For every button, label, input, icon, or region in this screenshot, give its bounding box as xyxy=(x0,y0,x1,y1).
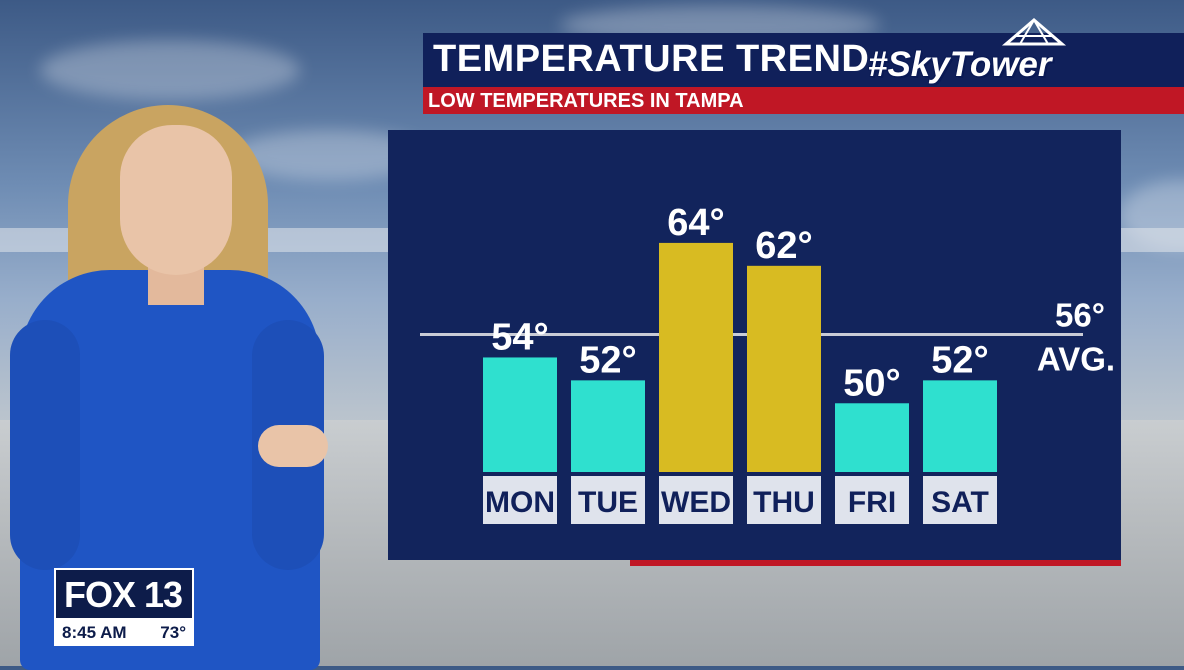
bar-wed xyxy=(659,242,733,472)
value-label-fri: 50° xyxy=(843,362,900,404)
average-value-label: 56° xyxy=(1055,297,1105,334)
presenter xyxy=(0,95,340,670)
day-label-mon: MON xyxy=(485,486,555,519)
cloud xyxy=(40,40,300,100)
current-time: 8:45 AM xyxy=(62,623,127,642)
value-label-tue: 52° xyxy=(579,339,636,381)
bar-tue xyxy=(571,380,645,472)
day-tile-mon xyxy=(483,476,557,524)
bar-chart: 56° AVG. 54° MON 52° TUE 64° WED 62° THU 50° FRI 52°… xyxy=(420,202,1115,524)
skytower-brand: #SkyTower xyxy=(868,45,1052,84)
chart-panel-accent xyxy=(630,560,1121,566)
day-label-thu: THU xyxy=(753,486,815,519)
day-label-tue: TUE xyxy=(578,486,638,519)
bar-fri xyxy=(835,403,909,472)
title-bar xyxy=(423,33,1184,87)
chart-subtitle: LOW TEMPERATURES IN TAMPA xyxy=(428,90,744,112)
value-label-thu: 62° xyxy=(755,225,812,267)
value-label-mon: 54° xyxy=(491,316,548,358)
station-bug: FOX 13 8:45 AM 73° xyxy=(54,568,194,646)
presenter-arm-left xyxy=(10,320,80,570)
day-label-sat: SAT xyxy=(931,486,989,519)
average-label: AVG. xyxy=(1037,341,1115,378)
chart-title: TEMPERATURE TREND xyxy=(433,38,870,80)
presenter-hand xyxy=(258,425,328,467)
bar-sat xyxy=(923,380,997,472)
value-label-wed: 64° xyxy=(667,202,724,244)
station-logo: FOX 13 xyxy=(64,574,183,615)
subtitle-bar xyxy=(423,87,1184,114)
skytower-icon xyxy=(1001,18,1067,46)
day-tile-fri xyxy=(835,476,909,524)
time-temp-strip: 8:45 AM 73° xyxy=(54,620,194,646)
day-tile-thu xyxy=(747,476,821,524)
station-logo-box: FOX 13 xyxy=(54,568,194,620)
value-label-sat: 52° xyxy=(931,339,988,381)
day-tile-sat xyxy=(923,476,997,524)
bar-thu xyxy=(747,265,821,472)
bar-mon xyxy=(483,357,557,472)
day-tile-tue xyxy=(571,476,645,524)
current-temp: 73° xyxy=(160,623,186,642)
day-label-wed: WED xyxy=(661,486,731,519)
presenter-face xyxy=(120,125,232,275)
day-label-fri: FRI xyxy=(848,486,896,519)
day-tile-wed xyxy=(659,476,733,524)
